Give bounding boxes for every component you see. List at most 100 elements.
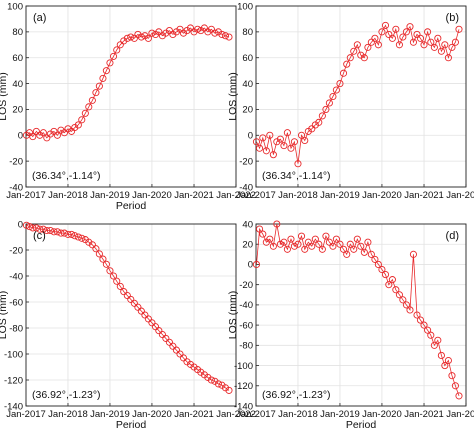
data-point xyxy=(357,51,365,59)
y-tick-label: 80 xyxy=(12,27,23,38)
series-line xyxy=(256,223,460,397)
x-axis-label: Period xyxy=(116,419,147,429)
data-point xyxy=(353,235,361,243)
data-point xyxy=(207,376,215,384)
y-tick-label: 0 xyxy=(248,260,253,271)
data-point xyxy=(301,136,309,145)
data-point xyxy=(416,316,425,324)
data-point xyxy=(26,223,34,231)
x-axis-label: Period xyxy=(116,200,147,212)
data-point xyxy=(406,23,414,31)
x-tick-label: Jan-2021 xyxy=(404,190,444,201)
data-point xyxy=(57,229,65,237)
data-point xyxy=(85,238,93,246)
y-tick-label: 80 xyxy=(242,27,253,38)
data-point xyxy=(301,245,309,253)
data-point xyxy=(71,123,79,132)
coordinate-label: (36.34°,-1.14°) xyxy=(262,170,331,182)
data-point xyxy=(172,28,180,36)
data-point xyxy=(388,276,396,284)
data-point xyxy=(256,144,264,152)
data-point xyxy=(448,43,456,51)
data-point xyxy=(190,28,198,36)
data-point xyxy=(162,334,170,342)
data-point xyxy=(29,224,37,232)
data-point xyxy=(430,341,438,349)
data-point xyxy=(130,34,138,42)
x-tick-label: Jan-2019 xyxy=(320,409,360,420)
y-axis-label: LOS (mm) xyxy=(227,72,239,120)
data-point xyxy=(102,260,110,268)
data-point xyxy=(427,38,435,46)
data-point xyxy=(455,25,463,33)
data-point xyxy=(357,242,365,250)
y-tick-label: -60 xyxy=(239,320,253,331)
data-point xyxy=(294,240,302,248)
x-tick-label: Jan-2018 xyxy=(48,190,88,201)
data-point xyxy=(120,288,128,296)
data-point xyxy=(451,38,459,46)
data-point xyxy=(113,277,121,285)
data-point xyxy=(266,131,274,139)
data-point xyxy=(113,46,121,54)
data-point xyxy=(127,33,135,41)
data-point xyxy=(214,380,222,388)
plot-area xyxy=(26,224,236,406)
y-tick-label: 40 xyxy=(242,219,253,230)
data-point xyxy=(259,134,267,142)
data-point xyxy=(43,134,51,142)
data-point xyxy=(424,326,432,334)
data-point xyxy=(204,373,212,381)
plot-frame xyxy=(255,223,467,407)
data-point xyxy=(280,238,288,246)
y-axis-label: LOS (mm) xyxy=(0,72,9,120)
data-point xyxy=(360,54,368,62)
data-point xyxy=(444,54,452,62)
data-point xyxy=(329,92,337,101)
data-point xyxy=(262,147,270,155)
data-point xyxy=(109,272,118,280)
data-point xyxy=(332,235,340,243)
plot-area xyxy=(26,6,236,187)
data-point xyxy=(148,319,156,327)
y-tick-label: 60 xyxy=(12,53,23,64)
y-axis-label: LOS (mm) xyxy=(227,291,239,339)
data-point xyxy=(95,82,103,90)
data-point xyxy=(74,233,82,241)
data-point xyxy=(350,47,358,55)
data-point xyxy=(322,105,330,113)
data-point xyxy=(322,232,330,240)
data-point xyxy=(402,301,410,309)
y-tick-label: 40 xyxy=(242,79,253,90)
y-tick-label: -100 xyxy=(234,361,253,372)
data-point xyxy=(29,133,37,141)
data-point xyxy=(64,230,72,238)
data-point xyxy=(99,255,107,263)
data-point xyxy=(308,125,316,133)
y-tick-label: 100 xyxy=(237,1,253,12)
data-point xyxy=(385,281,393,289)
data-point xyxy=(381,21,390,29)
coordinate-label: (36.92°,-1.23°) xyxy=(32,389,101,401)
data-point xyxy=(311,235,319,243)
panel-label: (b) xyxy=(446,12,459,24)
data-point xyxy=(318,112,326,120)
x-tick-label: Jan-2017 xyxy=(236,409,276,420)
y-tick-label: -40 xyxy=(239,182,253,193)
data-point xyxy=(283,129,291,137)
data-point xyxy=(169,30,177,38)
data-point xyxy=(39,129,47,137)
data-point xyxy=(99,74,107,82)
data-point xyxy=(273,220,281,228)
data-point xyxy=(430,43,438,51)
data-point xyxy=(315,118,323,126)
data-point xyxy=(256,225,264,233)
y-tick-label: -20 xyxy=(239,156,253,167)
data-point xyxy=(92,245,100,253)
data-point xyxy=(276,240,284,248)
data-point xyxy=(39,225,47,233)
y-tick-label: -40 xyxy=(239,300,253,311)
data-point xyxy=(381,271,390,279)
data-point xyxy=(204,28,212,36)
x-tick-label: Jan-2020 xyxy=(132,190,172,201)
